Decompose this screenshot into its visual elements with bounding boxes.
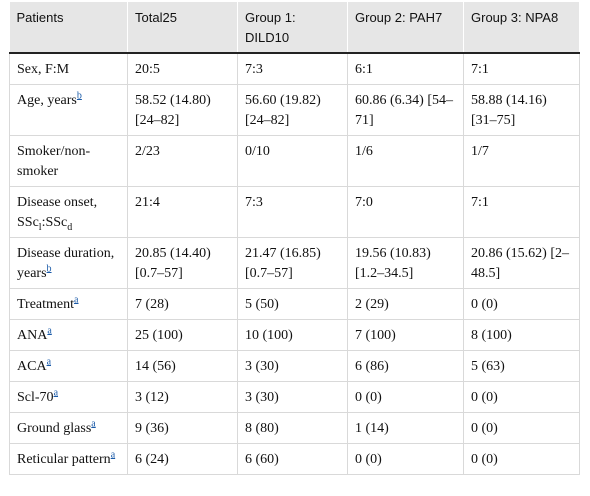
row-label: Disease duration, yearsb [9, 237, 128, 289]
row-label: Scl-70a [9, 381, 128, 413]
cell-value: 2/23 [127, 135, 238, 187]
table-row: Sex, F:M 20:5 7:3 6:1 7:1 [9, 53, 580, 85]
footnote-link[interactable]: b [46, 263, 52, 275]
cell-value: 20.85 (14.40) [0.7–57] [127, 237, 238, 289]
footnote-link[interactable]: a [47, 325, 52, 337]
cell-value: 2 (29) [347, 288, 464, 320]
cell-value: 0 (0) [463, 381, 580, 413]
cell-value: 10 (100) [237, 319, 348, 351]
footnote-link[interactable]: a [74, 294, 79, 306]
cell-value: 6 (24) [127, 443, 238, 475]
table-header-row: Patients Total25 Group 1: DILD10 Group 2… [9, 2, 580, 54]
cell-value: 7:3 [237, 186, 348, 238]
cell-value: 3 (30) [237, 381, 348, 413]
table-row: Smoker/non-smoker 2/23 0/10 1/6 1/7 [9, 135, 580, 187]
row-label: Ground glassa [9, 412, 128, 444]
cell-value: 0 (0) [347, 443, 464, 475]
cell-value: 6 (86) [347, 350, 464, 382]
header-total: Total25 [127, 2, 238, 54]
cell-value: 1/7 [463, 135, 580, 187]
cell-value: 7:3 [237, 53, 348, 85]
footnote-link[interactable]: a [91, 418, 96, 430]
cell-value: 25 (100) [127, 319, 238, 351]
cell-value: 21:4 [127, 186, 238, 238]
cell-value: 0 (0) [347, 381, 464, 413]
cell-value: 7:1 [463, 186, 580, 238]
footnote-link[interactable]: a [110, 449, 116, 461]
table-row: Reticular patterna 6 (24) 6 (60) 0 (0) 0… [9, 443, 580, 475]
cell-value: 5 (50) [237, 288, 348, 320]
cell-value: 3 (12) [127, 381, 238, 413]
cell-value: 1 (14) [347, 412, 464, 444]
table-row: ANAa 25 (100) 10 (100) 7 (100) 8 (100) [9, 319, 580, 351]
cell-value: 8 (80) [237, 412, 348, 444]
cell-value: 7:1 [463, 53, 580, 85]
cell-value: 21.47 (16.85) [0.7–57] [237, 237, 348, 289]
patient-characteristics-table: Patients Total25 Group 1: DILD10 Group 2… [9, 2, 580, 475]
cell-value: 58.88 (14.16) [31–75] [463, 84, 580, 136]
row-label: ACAa [9, 350, 128, 382]
row-label: Reticular patterna [9, 443, 128, 475]
cell-value: 8 (100) [463, 319, 580, 351]
table-row: Disease onset, SScl:SScd 21:4 7:3 7:0 7:1 [9, 186, 580, 238]
table-row: ACAa 14 (56) 3 (30) 6 (86) 5 (63) [9, 350, 580, 382]
cell-value: 3 (30) [237, 350, 348, 382]
cell-value: 5 (63) [463, 350, 580, 382]
cell-value: 58.52 (14.80) [24–82] [127, 84, 238, 136]
table-row: Treatmenta 7 (28) 5 (50) 2 (29) 0 (0) [9, 288, 580, 320]
table-row: Disease duration, yearsb 20.85 (14.40) [… [9, 237, 580, 289]
row-label: Treatmenta [9, 288, 128, 320]
cell-value: 0 (0) [463, 288, 580, 320]
row-label: Disease onset, SScl:SScd [9, 186, 128, 238]
cell-value: 7 (28) [127, 288, 238, 320]
cell-value: 14 (56) [127, 350, 238, 382]
header-group-2: Group 2: PAH7 [347, 2, 464, 54]
row-label: Age, yearsb [9, 84, 128, 136]
cell-value: 20.86 (15.62) [2–48.5] [463, 237, 580, 289]
cell-value: 56.60 (19.82) [24–82] [237, 84, 348, 136]
cell-value: 19.56 (10.83) [1.2–34.5] [347, 237, 464, 289]
row-label: Smoker/non-smoker [9, 135, 128, 187]
cell-value: 0 (0) [463, 412, 580, 444]
header-patients: Patients [9, 2, 128, 54]
cell-value: 7 (100) [347, 319, 464, 351]
cell-value: 6 (60) [237, 443, 348, 475]
table-row: Age, yearsb 58.52 (14.80) [24–82] 56.60 … [9, 84, 580, 136]
footnote-link[interactable]: a [53, 387, 59, 399]
row-label: ANAa [9, 319, 128, 351]
cell-value: 7:0 [347, 186, 464, 238]
cell-value: 1/6 [347, 135, 464, 187]
table-row: Scl-70a 3 (12) 3 (30) 0 (0) 0 (0) [9, 381, 580, 413]
cell-value: 6:1 [347, 53, 464, 85]
table-row: Ground glassa 9 (36) 8 (80) 1 (14) 0 (0) [9, 412, 580, 444]
cell-value: 0/10 [237, 135, 348, 187]
cell-value: 0 (0) [463, 443, 580, 475]
cell-value: 9 (36) [127, 412, 238, 444]
footnote-link[interactable]: b [76, 90, 82, 102]
header-group-3: Group 3: NPA8 [463, 2, 580, 54]
header-group-1: Group 1: DILD10 [237, 2, 348, 54]
footnote-link[interactable]: a [46, 356, 52, 368]
row-label: Sex, F:M [9, 53, 128, 85]
cell-value: 60.86 (6.34) [54–71] [347, 84, 464, 136]
cell-value: 20:5 [127, 53, 238, 85]
